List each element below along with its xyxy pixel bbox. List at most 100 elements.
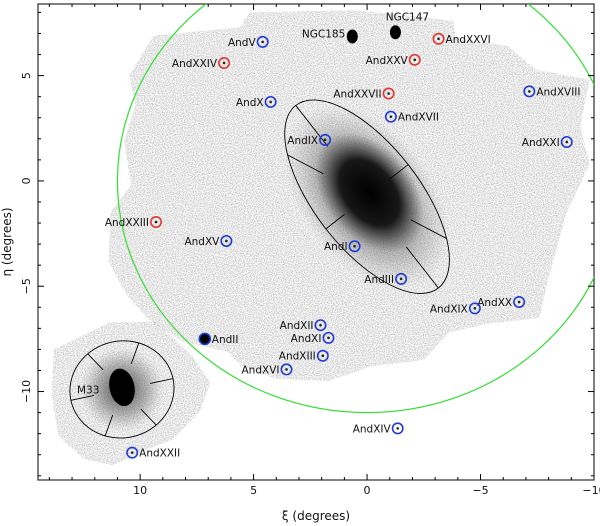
- galaxy-marker: [218, 56, 231, 69]
- x-tick-label: 5: [250, 484, 257, 497]
- galaxy-andxiii: AndXIII: [279, 349, 329, 363]
- y-tick-label: 5: [20, 72, 33, 79]
- galaxy-dot: [353, 244, 356, 248]
- galaxy-m33: M33: [77, 384, 99, 396]
- galaxy-label: AndXIV: [353, 423, 392, 435]
- galaxy-marker: [126, 446, 139, 459]
- galaxy-dot: [437, 37, 440, 41]
- galaxy-andxxvii: AndXXVII: [333, 87, 395, 101]
- m33-ellipse-spoke: [149, 378, 174, 384]
- galaxy-marker: [523, 85, 536, 98]
- galaxy-marker: [468, 302, 481, 315]
- galaxy-andxv: AndXV: [184, 234, 233, 248]
- galaxy-label: AndXX: [477, 297, 512, 309]
- m31-ellipse-spoke: [405, 246, 439, 289]
- galaxy-dot: [319, 323, 322, 327]
- galaxy-marker: [264, 95, 277, 108]
- galaxy-andxvii: AndXVII: [384, 110, 439, 124]
- y-tick-label: 0: [20, 177, 33, 184]
- m33-ellipse-spoke: [70, 394, 94, 401]
- galaxy-andxvi: AndXVI: [242, 363, 293, 376]
- m33-ellipse-spoke: [140, 408, 157, 426]
- galaxy-label: AndXV: [184, 236, 220, 248]
- galaxy-dot: [399, 277, 403, 281]
- galaxy-andxxvi: AndXXVI: [432, 32, 491, 46]
- galaxy-dot: [285, 368, 288, 371]
- galaxy-marker: [220, 234, 233, 247]
- galaxy-label: AndXXII: [139, 448, 180, 460]
- galaxy-label: AndXVI: [242, 364, 280, 376]
- m33-ellipse-spoke: [87, 353, 104, 371]
- galaxy-dot: [473, 307, 477, 310]
- galaxy-marker: [432, 32, 445, 45]
- galaxy-andix: AndIX: [287, 133, 332, 147]
- galaxy-andxxv: AndXXV: [366, 53, 421, 67]
- axes: 10 5 0 −5 −10 5 0 −5 −10: [20, 4, 600, 497]
- galaxy-marker: [280, 363, 293, 376]
- galaxy-dot: [225, 239, 228, 243]
- galaxy-label: AndXIX: [430, 303, 468, 315]
- galaxy-marker: [348, 240, 361, 253]
- galaxy-label: AndIX: [287, 135, 318, 147]
- galaxy-label: M33: [77, 384, 99, 396]
- galaxy-andii: AndII: [198, 332, 239, 346]
- galaxy-label: AndIII: [364, 274, 394, 286]
- galaxy-blob: [389, 25, 401, 40]
- galaxy-dot: [130, 451, 134, 454]
- galaxy-marker: [319, 133, 332, 146]
- galaxy-andxii: AndXII: [280, 319, 327, 332]
- galaxy-marker: [513, 296, 526, 309]
- galaxy-label: AndXIII: [279, 351, 316, 363]
- galaxy-label: AndII: [212, 334, 239, 346]
- galaxy-dot: [413, 58, 417, 62]
- m33-ellipse-spoke: [104, 414, 114, 437]
- galaxy-marker: [384, 110, 397, 123]
- galaxy-andxix: AndXIX: [430, 302, 481, 315]
- galaxy-label: AndXXI: [522, 137, 560, 149]
- galaxy-dot: [323, 138, 327, 142]
- galaxy-marker: [322, 331, 335, 344]
- galaxy-label: AndXXVI: [446, 34, 491, 46]
- survey-boundary-circle: [116, 4, 594, 414]
- galaxy-marker: [198, 332, 212, 346]
- galaxy-label: NGC147: [386, 11, 429, 23]
- galaxy-marker: [316, 349, 329, 362]
- m33-ellipse-spoke: [130, 342, 140, 365]
- galaxy-label: AndXXIII: [105, 217, 149, 229]
- x-tick-label: 10: [133, 484, 147, 497]
- galaxy-marker: [314, 319, 327, 332]
- y-tick-label: −10: [20, 380, 33, 403]
- m31-ellipse-spoke: [325, 214, 345, 230]
- galaxy-andx: AndX: [236, 95, 277, 109]
- m33-core: [109, 368, 135, 407]
- galaxy-andxx: AndXX: [477, 296, 526, 309]
- galaxy-marker: [408, 53, 421, 66]
- x-tick-label: 0: [364, 484, 371, 497]
- galaxy-label: NGC185: [302, 28, 345, 40]
- galaxy-label: AndXI: [291, 333, 322, 345]
- m31-ellipse-spoke: [389, 164, 409, 180]
- galaxy-dot: [517, 300, 521, 304]
- galaxy-andxxii: AndXXII: [126, 446, 180, 460]
- m31-ellipse: [284, 99, 450, 294]
- galaxy-label: AndI: [324, 241, 348, 253]
- galaxy-label: AndX: [236, 97, 264, 109]
- galaxy-andxi: AndXI: [291, 331, 335, 345]
- y-axis-label: η (degrees): [0, 207, 14, 276]
- m31-ellipse-spoke: [410, 219, 447, 239]
- galaxy-andxiv: AndXIV: [353, 422, 404, 435]
- galaxy-ngc185: NGC185: [302, 28, 358, 44]
- galaxy-marker: [256, 35, 269, 48]
- galaxy-dot: [387, 92, 390, 95]
- m31-disk: [315, 132, 424, 253]
- galaxy-dot: [396, 427, 399, 430]
- galaxy-light: [80, 105, 450, 432]
- galaxy-marker: [395, 272, 408, 285]
- galaxy-label: AndV: [228, 37, 257, 49]
- x-axis-label: ξ (degrees): [282, 509, 350, 523]
- galaxy-dot: [261, 40, 264, 44]
- galaxy-dot: [389, 115, 393, 118]
- galaxy-label: AndXXV: [366, 55, 409, 67]
- m31-ellipse-spoke: [295, 105, 329, 147]
- galaxy-marker: [560, 135, 573, 148]
